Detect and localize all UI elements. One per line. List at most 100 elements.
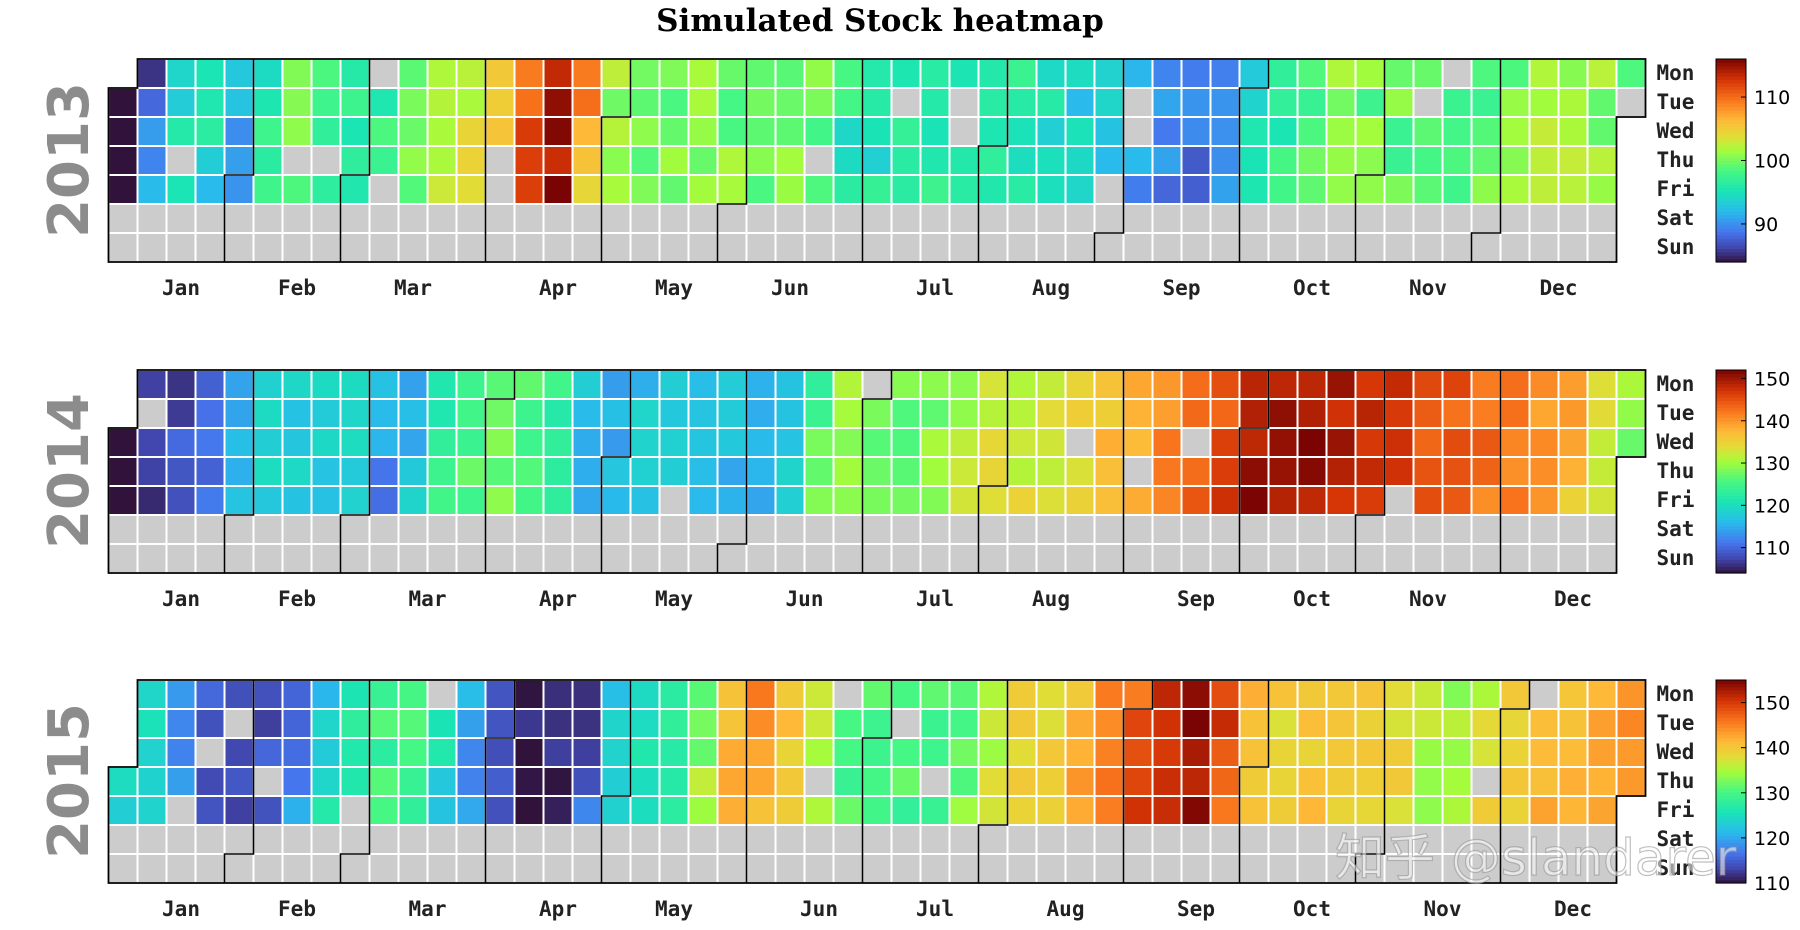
heatmap-cell [658, 398, 690, 429]
heatmap-cell [165, 708, 197, 739]
heatmap-cell [1238, 543, 1270, 574]
heatmap-cell [629, 824, 661, 855]
heatmap-cell [600, 87, 632, 118]
heatmap-cell [600, 708, 632, 739]
heatmap-cell [1006, 824, 1038, 855]
colorbar-tick-label: 110 [1754, 87, 1790, 109]
colorbar-segment [1716, 89, 1746, 94]
heatmap-cell [716, 824, 748, 855]
heatmap-cell [368, 456, 400, 487]
heatmap-cell [890, 398, 922, 429]
month-label: Oct [1293, 897, 1331, 921]
colorbar-segment [1716, 153, 1746, 158]
heatmap-cell [397, 766, 429, 797]
colorbar: 90 100 110 [1715, 58, 1790, 263]
heatmap-cell [977, 853, 1009, 884]
heatmap-cell [455, 58, 487, 89]
heatmap-cell [1209, 514, 1241, 545]
weekday-label: Tue [1657, 90, 1695, 114]
heatmap-cell [1615, 427, 1647, 458]
heatmap-cell [1325, 116, 1357, 147]
heatmap-cell [600, 543, 632, 574]
heatmap-cell [629, 203, 661, 234]
heatmap-cell [281, 708, 313, 739]
heatmap-cell [803, 427, 835, 458]
heatmap-cell [1122, 145, 1154, 176]
colorbar-segment [1716, 150, 1746, 155]
heatmap-cell [136, 853, 168, 884]
heatmap-cell [1499, 398, 1531, 429]
heatmap-cell [861, 853, 893, 884]
heatmap-cell [658, 87, 690, 118]
colorbar-segment [1716, 686, 1746, 691]
heatmap-cell [658, 232, 690, 263]
heatmap-cell [542, 853, 574, 884]
heatmap-cell [1006, 58, 1038, 89]
heatmap-cell [1267, 766, 1299, 797]
heatmap-cell [1093, 369, 1125, 400]
colorbar-segment [1716, 410, 1746, 415]
heatmap-cell [919, 824, 951, 855]
heatmap-cell [397, 679, 429, 710]
heatmap-cell [252, 232, 284, 263]
heatmap-cell [1180, 369, 1212, 400]
heatmap-cell [1006, 116, 1038, 147]
heatmap-cell [658, 116, 690, 147]
heatmap-cell [716, 203, 748, 234]
heatmap-cell [281, 145, 313, 176]
heatmap-cell [1557, 427, 1589, 458]
heatmap-cell [1557, 116, 1589, 147]
heatmap-cell [252, 145, 284, 176]
colorbar-segment [1716, 434, 1746, 439]
heatmap-cell [1151, 456, 1183, 487]
heatmap-cell [542, 58, 574, 89]
colorbar-segment [1716, 174, 1746, 179]
colorbar-segment [1716, 457, 1746, 462]
heatmap-cell [803, 766, 835, 797]
heatmap-cell [1122, 174, 1154, 205]
heatmap-cell [774, 203, 806, 234]
heatmap-cell [252, 795, 284, 826]
weekday-label: Sun [1657, 235, 1695, 259]
heatmap-cell [774, 853, 806, 884]
heatmap-cell [1180, 485, 1212, 516]
heatmap-cell [484, 232, 516, 263]
heatmap-cell [658, 203, 690, 234]
heatmap-cell [1586, 853, 1618, 884]
heatmap-cell [1470, 679, 1502, 710]
heatmap-cell [687, 427, 719, 458]
heatmap-cell [165, 427, 197, 458]
heatmap-cell [919, 116, 951, 147]
heatmap-cell [745, 174, 777, 205]
heatmap-cell [658, 679, 690, 710]
colorbar-segment [1716, 767, 1746, 772]
heatmap-cell [484, 679, 516, 710]
heatmap-cell [1586, 737, 1618, 768]
heatmap-cell [136, 824, 168, 855]
heatmap-cell [484, 174, 516, 205]
month-label: Jun [786, 587, 824, 611]
heatmap-cell [1267, 427, 1299, 458]
heatmap-cell [339, 543, 371, 574]
colorbar-segment [1716, 420, 1746, 425]
heatmap-cell [571, 853, 603, 884]
heatmap-cell [716, 795, 748, 826]
heatmap-cell [1035, 514, 1067, 545]
heatmap-cell [1035, 543, 1067, 574]
month-label: Dec [1554, 897, 1592, 921]
heatmap-cell [1122, 679, 1154, 710]
heatmap-cell [1064, 116, 1096, 147]
colorbar-segment [1716, 549, 1746, 554]
heatmap-cell [629, 795, 661, 826]
heatmap-cell [1209, 708, 1241, 739]
heatmap-cell [1412, 232, 1444, 263]
year-outline [107, 679, 1647, 884]
heatmap-cell [658, 824, 690, 855]
heatmap-cell [977, 116, 1009, 147]
heatmap-cell [1296, 485, 1328, 516]
heatmap-cell [484, 485, 516, 516]
heatmap-cell [571, 679, 603, 710]
heatmap-cell [1383, 58, 1415, 89]
heatmap-cell [1006, 795, 1038, 826]
heatmap-cell [426, 514, 458, 545]
